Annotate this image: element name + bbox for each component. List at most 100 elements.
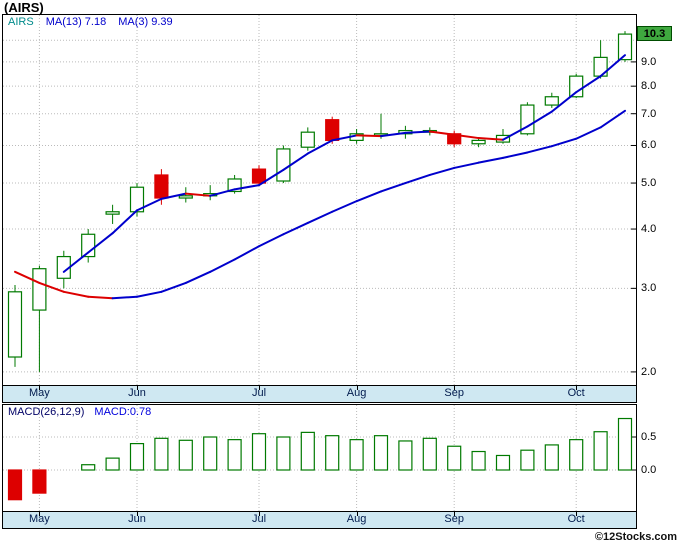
ma13-line xyxy=(87,295,114,300)
macd-bar-positive xyxy=(300,431,315,471)
ma13-line xyxy=(306,210,334,224)
macd-bar-positive xyxy=(203,436,218,471)
month-tick xyxy=(137,512,138,516)
macd-bar-positive xyxy=(154,437,169,471)
month-tick xyxy=(454,512,456,516)
ma3-line xyxy=(355,134,382,138)
macd-bar-positive xyxy=(178,439,193,471)
macd-bar-positive xyxy=(593,431,608,471)
month-tick xyxy=(259,386,260,390)
macd-bar-positive xyxy=(325,435,340,471)
ma3-line xyxy=(184,192,212,197)
legend-item-1: MA(13) 7.18 xyxy=(45,16,107,28)
macd-bar-positive xyxy=(520,449,535,471)
macd-bar-positive xyxy=(129,442,145,471)
month-label-sep: Sep xyxy=(444,513,464,525)
ma13-line xyxy=(355,190,382,203)
ma13-line xyxy=(258,233,285,248)
month-label-jun: Jun xyxy=(128,387,146,399)
candle-down xyxy=(251,168,267,184)
ma3-line xyxy=(331,134,358,142)
ma13-line xyxy=(209,258,236,273)
month-tick xyxy=(576,386,578,390)
macd-value-label: MACD:0.78 xyxy=(94,406,152,418)
ma3-line xyxy=(575,75,602,94)
month-tick xyxy=(39,386,41,390)
candle-up xyxy=(129,186,145,213)
candle-up xyxy=(544,96,559,106)
ma13-line xyxy=(428,166,456,176)
ma13-line xyxy=(38,281,65,293)
macd-panel: MACD(26,12,9) MACD:0.78 xyxy=(2,404,637,512)
price-chart-panel: AIRS MA(13) 7.18 MA(3) 9.39 xyxy=(2,14,637,386)
last-price-badge: 10.3 xyxy=(637,26,672,42)
month-tick xyxy=(137,386,138,390)
month-axis-bottom: May Jun Jul Aug Sep Oct xyxy=(2,512,637,529)
ma3-line xyxy=(87,232,114,254)
candle-up xyxy=(520,104,535,135)
macd-params-label: MACD(26,12,9) xyxy=(8,406,85,418)
ma3-line xyxy=(380,131,407,138)
ma13-line xyxy=(599,109,626,129)
macd-bar-negative xyxy=(32,469,47,494)
watermark: ©12Stocks.com xyxy=(594,531,677,543)
candle-down xyxy=(325,119,340,141)
macd-bar-positive xyxy=(227,439,242,471)
macd-bar-positive xyxy=(447,445,462,471)
candle-up xyxy=(7,291,23,358)
candle-up xyxy=(471,139,486,145)
candle-up xyxy=(569,75,584,98)
macd-bar-positive xyxy=(617,417,633,471)
ma13-line xyxy=(111,295,138,300)
ma3-line xyxy=(550,91,578,113)
ma3-line xyxy=(258,168,285,187)
ma3-line xyxy=(404,130,431,134)
month-tick xyxy=(356,386,358,390)
price-tick-label: 8.0 xyxy=(641,80,657,93)
month-label-may: May xyxy=(29,513,50,525)
ma13-line xyxy=(184,270,212,284)
ma13-line xyxy=(331,200,358,213)
ma3-line xyxy=(282,152,309,171)
month-axis-top: May Jun Jul Aug Sep Oct xyxy=(2,386,637,403)
ma13-line xyxy=(62,290,90,298)
ma3-line xyxy=(233,184,260,191)
macd-bar-positive xyxy=(495,454,511,471)
macd-bar-positive xyxy=(422,437,437,471)
macd-bar-positive xyxy=(105,457,120,471)
price-chart-canvas xyxy=(3,15,636,385)
macd-legend: MACD(26,12,9) MACD:0.78 xyxy=(8,406,151,418)
month-label-oct: Oct xyxy=(567,387,585,399)
ma3-line xyxy=(502,125,529,141)
ma3-line xyxy=(111,209,138,235)
ma3-line xyxy=(599,54,626,78)
ma3-line xyxy=(306,139,334,155)
month-label-may: May xyxy=(29,387,50,399)
ma13-line xyxy=(526,145,553,154)
ma13-line xyxy=(160,281,187,293)
month-label-jun: Jun xyxy=(128,513,146,525)
ma13-line xyxy=(404,173,431,185)
legend-item-2: MA(3) 9.39 xyxy=(118,16,173,28)
month-label-jul: Jul xyxy=(251,387,267,399)
ma3-line xyxy=(136,197,163,212)
ma13-line xyxy=(380,182,407,193)
ma13-line xyxy=(575,126,602,140)
ma3-line xyxy=(160,192,187,200)
ma13-line xyxy=(477,156,504,164)
candle-up xyxy=(105,211,120,215)
candle-down xyxy=(154,174,169,199)
month-label-aug: Aug xyxy=(346,513,367,525)
ma13-line xyxy=(14,270,41,284)
macd-bar-positive xyxy=(276,436,291,471)
macd-tick-label: 0.0 xyxy=(641,464,657,476)
ma3-line xyxy=(477,137,504,141)
candle-up xyxy=(32,268,47,311)
macd-bar-positive xyxy=(569,439,584,471)
candle-up xyxy=(276,148,291,182)
ma3-line xyxy=(526,110,553,128)
ma13-line xyxy=(502,151,529,159)
candle-up xyxy=(617,33,633,61)
ma3-line xyxy=(428,130,456,136)
